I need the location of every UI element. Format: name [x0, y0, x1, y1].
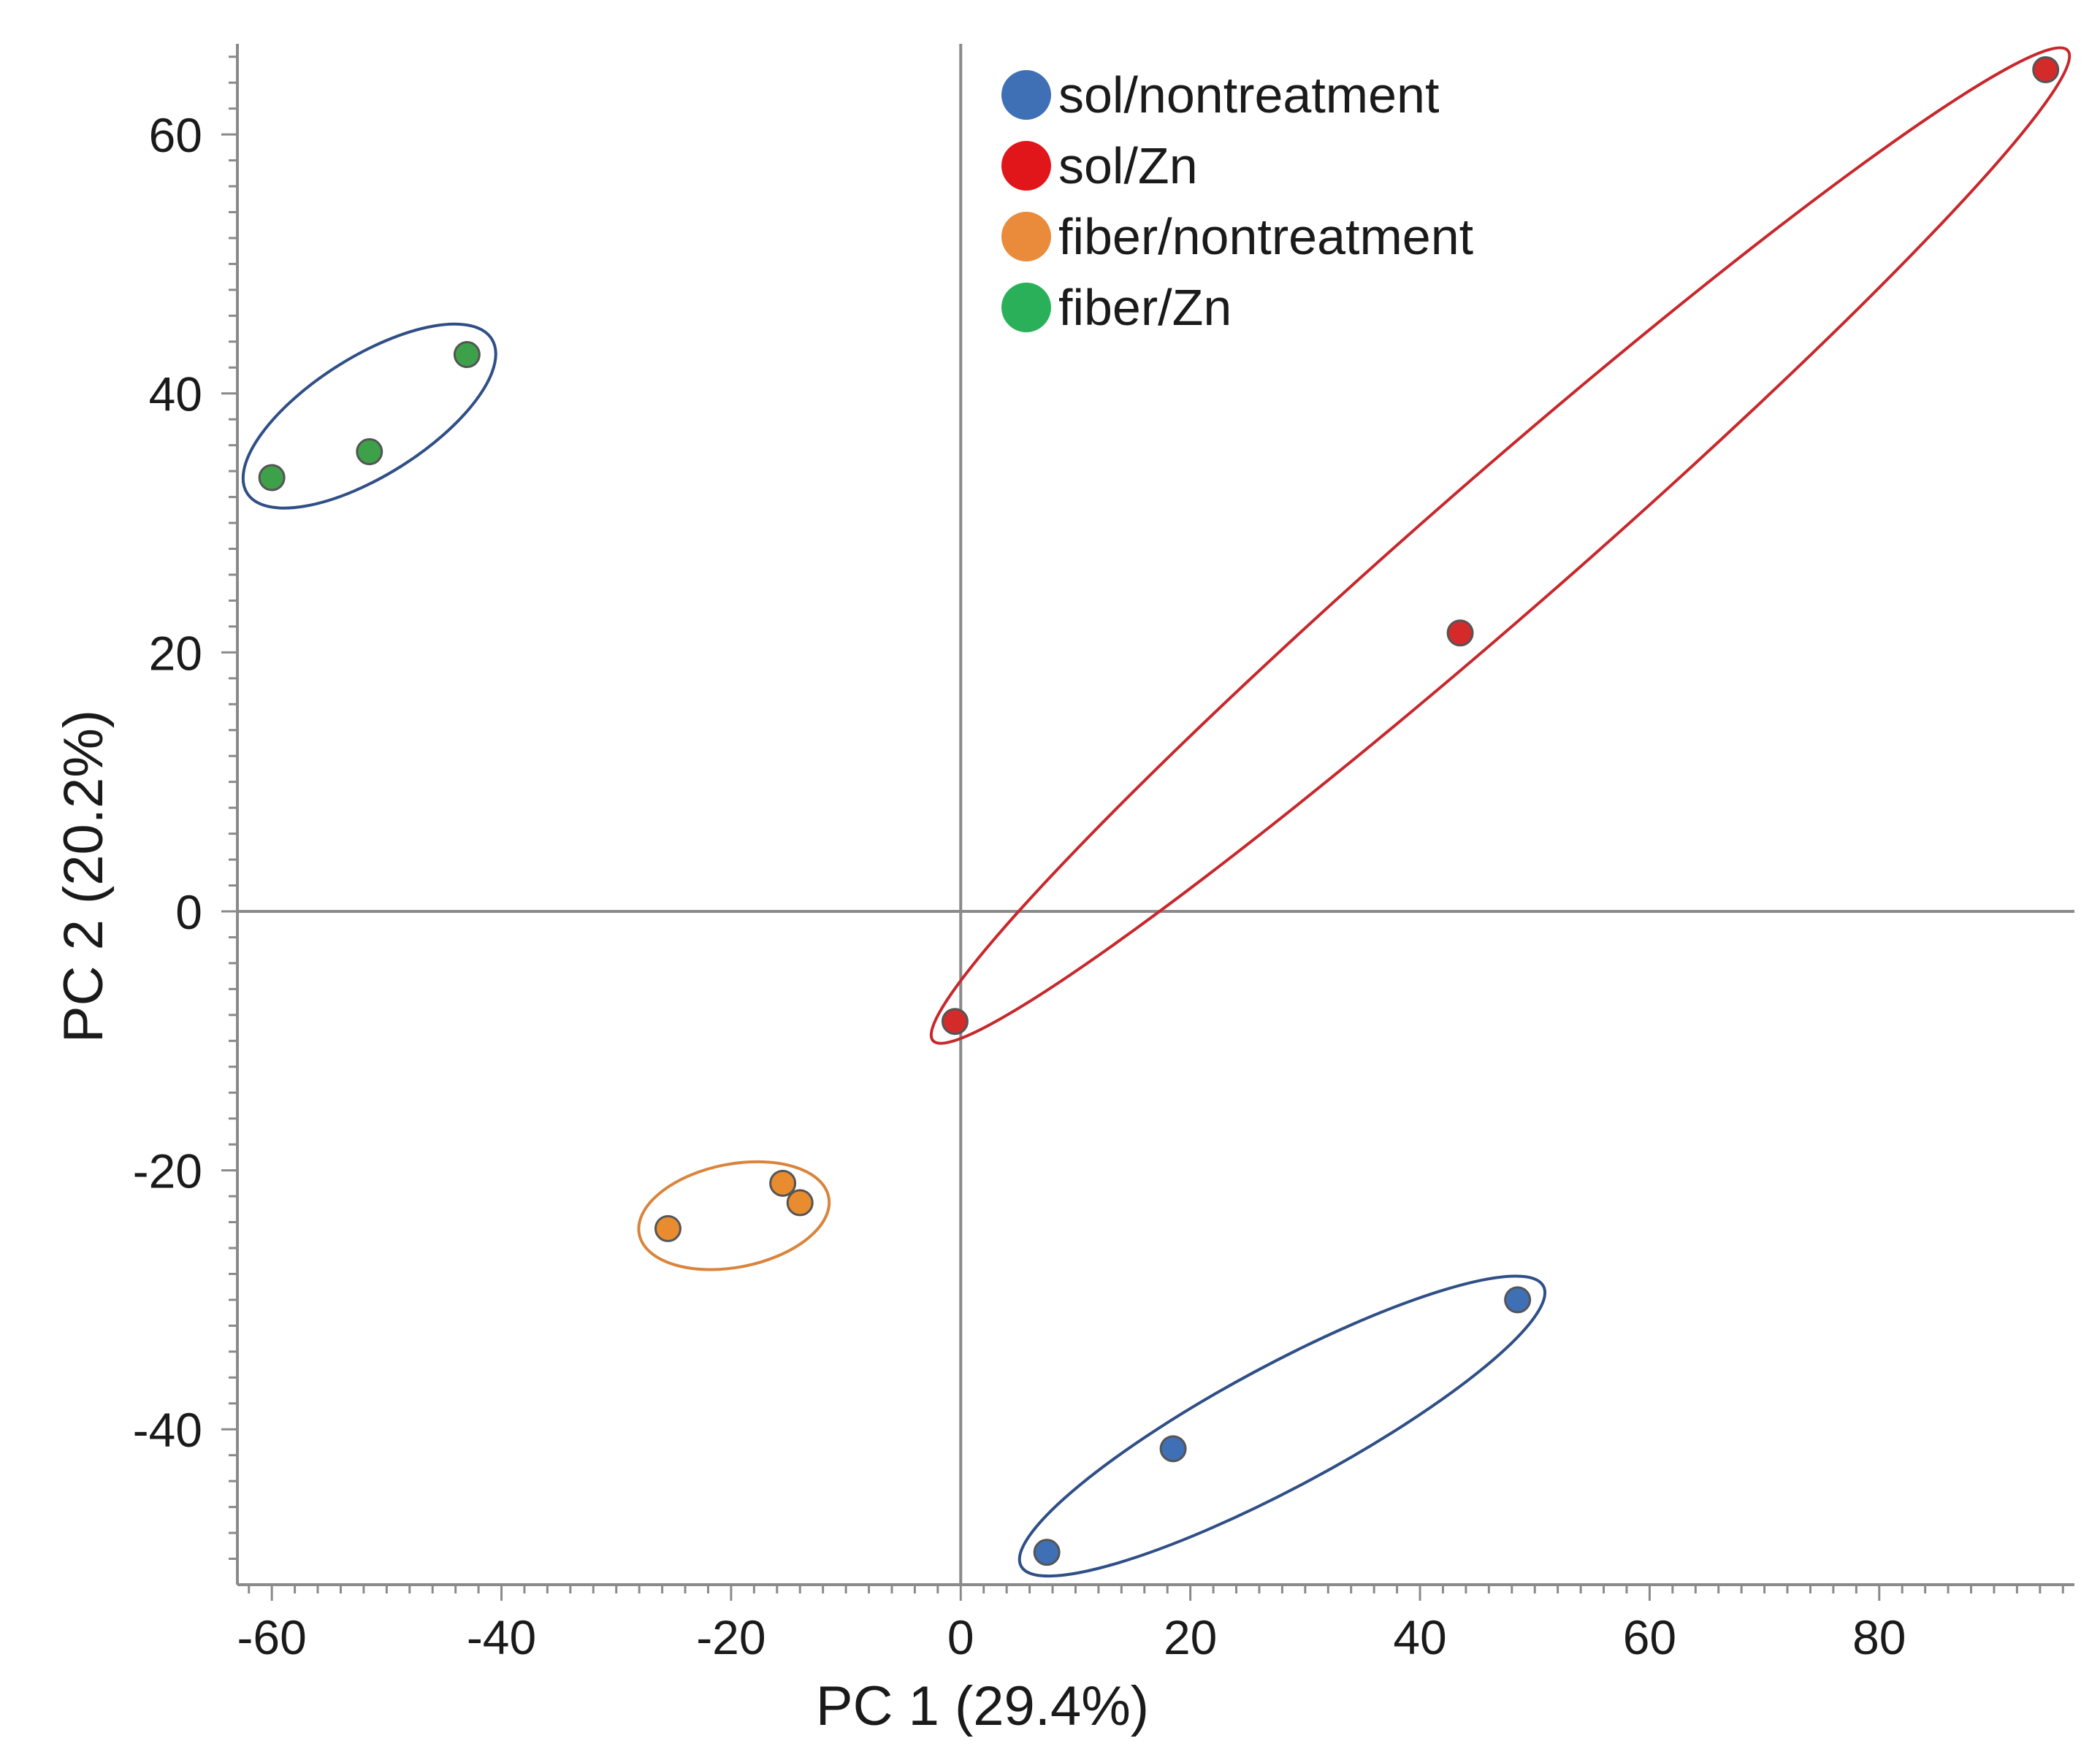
y-tick-label: 40	[149, 367, 202, 421]
legend-marker	[1001, 283, 1051, 332]
legend-label: sol/nontreatment	[1058, 66, 1439, 123]
legend-label: sol/Zn	[1058, 137, 1198, 194]
group-ellipse-2	[637, 1160, 831, 1271]
legend-marker	[1001, 70, 1051, 120]
data-points	[258, 56, 2060, 1566]
legend-marker	[1001, 141, 1051, 191]
x-tick-label: 0	[947, 1610, 974, 1664]
x-tick-label: -20	[696, 1610, 765, 1664]
legend-label: fiber/Zn	[1058, 279, 1232, 336]
x-tick-label: 60	[1623, 1610, 1676, 1664]
data-point	[258, 464, 286, 491]
data-point	[654, 1214, 681, 1242]
confidence-ellipses	[241, 46, 2072, 1578]
y-tick-label: -40	[133, 1403, 202, 1457]
data-point	[1159, 1435, 1187, 1463]
group-ellipse-0	[1017, 1274, 1547, 1578]
data-point	[769, 1169, 797, 1197]
group-ellipse-3	[241, 322, 497, 510]
group-ellipse-1	[929, 46, 2072, 1045]
legend-label: fiber/nontreatment	[1058, 208, 1473, 265]
y-axis-title: PC 2 (20.2%)	[53, 710, 115, 1043]
legend: sol/nontreatment sol/Zn fiber/nontreatment…	[1001, 66, 1473, 336]
x-tick-label: -40	[467, 1610, 536, 1664]
x-tick-label: 80	[1852, 1610, 1906, 1664]
x-tick-label: -60	[237, 1610, 306, 1664]
axes: -60 -40 -20 0 20 40 60 80 -40 -20 0 20 40 60	[133, 44, 2074, 1664]
x-tick-label: 40	[1393, 1610, 1446, 1664]
data-point	[356, 438, 383, 466]
y-tick-label: 0	[175, 885, 202, 939]
data-point	[2032, 56, 2060, 83]
x-axis-title: PC 1 (29.4%)	[816, 1675, 1149, 1737]
legend-marker	[1001, 212, 1051, 261]
y-tick-label: 60	[149, 108, 202, 162]
data-point	[1033, 1539, 1061, 1566]
data-point	[786, 1189, 814, 1217]
x-tick-label: 20	[1164, 1610, 1217, 1664]
y-tick-label: 20	[149, 626, 202, 680]
y-tick-label: -20	[133, 1144, 202, 1198]
data-point	[453, 341, 481, 369]
data-point	[1446, 619, 1474, 647]
data-point	[941, 1008, 969, 1036]
data-point	[1504, 1286, 1532, 1314]
